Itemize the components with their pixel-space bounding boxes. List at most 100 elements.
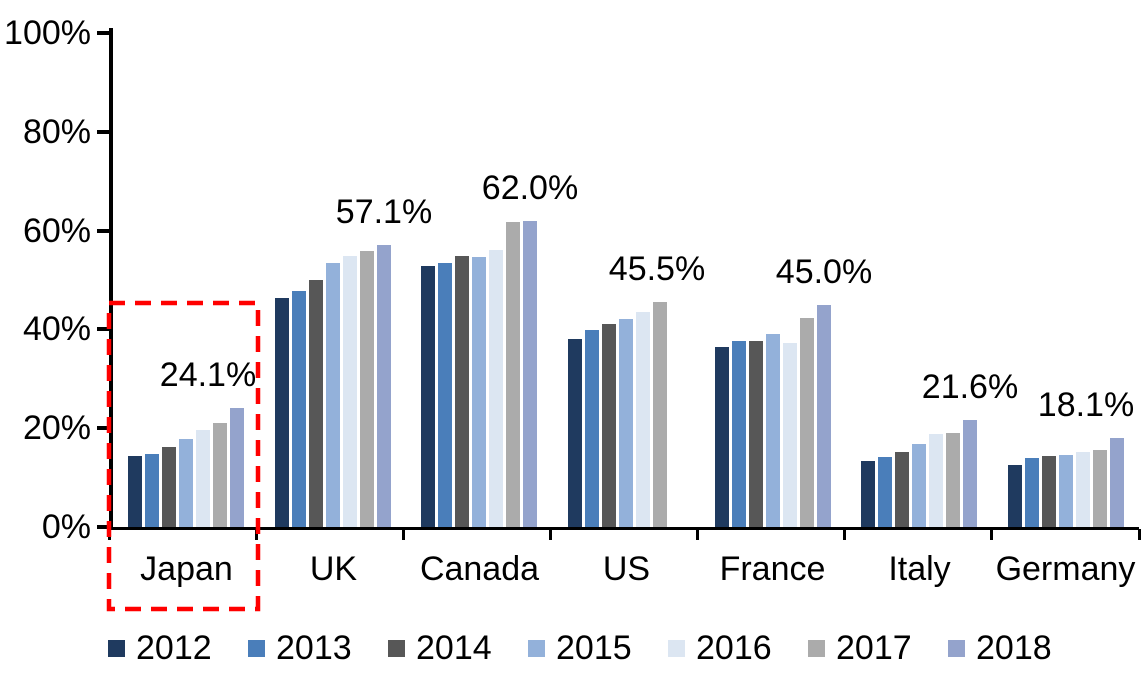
bar-italy-2015	[912, 444, 926, 527]
category-label-us: US	[602, 550, 651, 588]
value-label-germany: 18.1%	[1037, 386, 1135, 424]
legend-label-2018: 2018	[976, 629, 1052, 667]
y-tick	[97, 426, 109, 430]
category-label-uk: UK	[309, 550, 358, 588]
legend-label-2012: 2012	[136, 629, 212, 667]
bar-canada-2016	[489, 249, 503, 527]
value-label-japan: 24.1%	[159, 356, 257, 394]
category-tick	[549, 529, 552, 540]
bar-canada-2014	[455, 255, 469, 527]
category-tick	[402, 529, 405, 540]
bar-us-2016	[636, 312, 650, 527]
bar-japan-2017	[213, 423, 227, 527]
legend-swatch-2015	[528, 639, 545, 657]
category-tick	[696, 529, 699, 540]
y-tick	[97, 229, 109, 233]
bar-japan-2015	[179, 438, 193, 527]
legend-item-2014: 2014	[388, 630, 492, 666]
bar-uk-2016	[343, 256, 357, 527]
legend-item-2012: 2012	[108, 630, 212, 666]
category-label-germany: Germany	[995, 550, 1136, 588]
y-tick	[97, 525, 109, 529]
legend-swatch-2018	[948, 639, 965, 657]
legend-label-2017: 2017	[836, 629, 912, 667]
y-tick-label: 100%	[4, 14, 91, 52]
bar-germany-2016	[1076, 451, 1090, 527]
bar-france-2015	[766, 334, 780, 527]
bar-germany-2014	[1042, 456, 1056, 527]
y-tick-label: 20%	[22, 409, 91, 447]
bar-france-2017	[800, 318, 814, 527]
x-axis-line	[109, 527, 1139, 530]
y-tick	[97, 327, 109, 331]
bar-us-2013	[585, 329, 599, 527]
legend-swatch-2013	[248, 639, 265, 657]
legend-swatch-2016	[668, 639, 685, 657]
y-tick-label: 40%	[22, 310, 91, 348]
legend-item-2017: 2017	[808, 630, 912, 666]
bar-uk-2014	[309, 280, 323, 527]
bar-us-2017	[653, 302, 667, 527]
bar-uk-2012	[275, 298, 289, 527]
bar-canada-2012	[421, 265, 435, 527]
bar-uk-2015	[326, 263, 340, 527]
highlight-dashed-rect	[106, 300, 261, 612]
category-tick	[990, 529, 993, 540]
bar-canada-2015	[472, 257, 486, 527]
bar-italy-2012	[861, 461, 875, 527]
bar-canada-2018	[523, 220, 537, 527]
legend-label-2016: 2016	[696, 629, 772, 667]
bar-germany-2017	[1093, 449, 1107, 527]
legend-label-2014: 2014	[416, 629, 492, 667]
legend-item-2016: 2016	[668, 630, 772, 666]
legend-item-2018: 2018	[948, 630, 1052, 666]
y-tick	[97, 130, 109, 134]
bar-italy-2014	[895, 451, 909, 527]
value-label-uk: 57.1%	[335, 193, 433, 231]
bar-uk-2017	[360, 250, 374, 527]
bar-uk-2013	[292, 290, 306, 527]
bar-us-2015	[619, 318, 633, 527]
bar-italy-2013	[878, 457, 892, 527]
bar-us-2014	[602, 324, 616, 527]
bar-france-2014	[749, 341, 763, 527]
category-label-japan: Japan	[140, 550, 233, 588]
bar-italy-2017	[946, 433, 960, 527]
bar-us-2012	[568, 338, 582, 527]
value-label-italy: 21.6%	[921, 368, 1019, 406]
bar-germany-2015	[1059, 454, 1073, 527]
legend-swatch-2017	[808, 639, 825, 657]
bar-japan-2012	[128, 455, 142, 527]
category-label-france: France	[719, 550, 826, 588]
bar-italy-2018	[963, 420, 977, 527]
category-label-italy: Italy	[888, 550, 951, 588]
japan-highlight-box	[105, 299, 262, 613]
y-tick-label: 60%	[22, 212, 91, 250]
value-label-france: 45.0%	[775, 253, 873, 291]
bar-italy-2016	[929, 434, 943, 527]
bar-canada-2013	[438, 263, 452, 527]
legend-item-2015: 2015	[528, 630, 632, 666]
value-label-canada: 62.0%	[481, 169, 579, 207]
legend-label-2015: 2015	[556, 629, 632, 667]
bar-france-2013	[732, 341, 746, 527]
bar-japan-2018	[230, 407, 244, 527]
category-tick	[843, 529, 846, 540]
value-label-us: 45.5%	[608, 250, 706, 288]
category-label-canada: Canada	[419, 550, 540, 588]
bar-france-2018	[817, 304, 831, 527]
y-tick	[97, 31, 109, 35]
category-tick	[1138, 529, 1141, 540]
legend-swatch-2012	[108, 639, 125, 657]
bar-japan-2016	[196, 430, 210, 527]
bar-canada-2017	[506, 221, 520, 527]
category-tick	[255, 529, 258, 540]
bar-france-2016	[783, 342, 797, 527]
y-tick-label: 0%	[41, 508, 91, 546]
legend-item-2013: 2013	[248, 630, 352, 666]
bar-japan-2014	[162, 446, 176, 527]
bar-japan-2013	[145, 453, 159, 527]
y-tick-label: 80%	[22, 113, 91, 151]
legend-label-2013: 2013	[276, 629, 352, 667]
